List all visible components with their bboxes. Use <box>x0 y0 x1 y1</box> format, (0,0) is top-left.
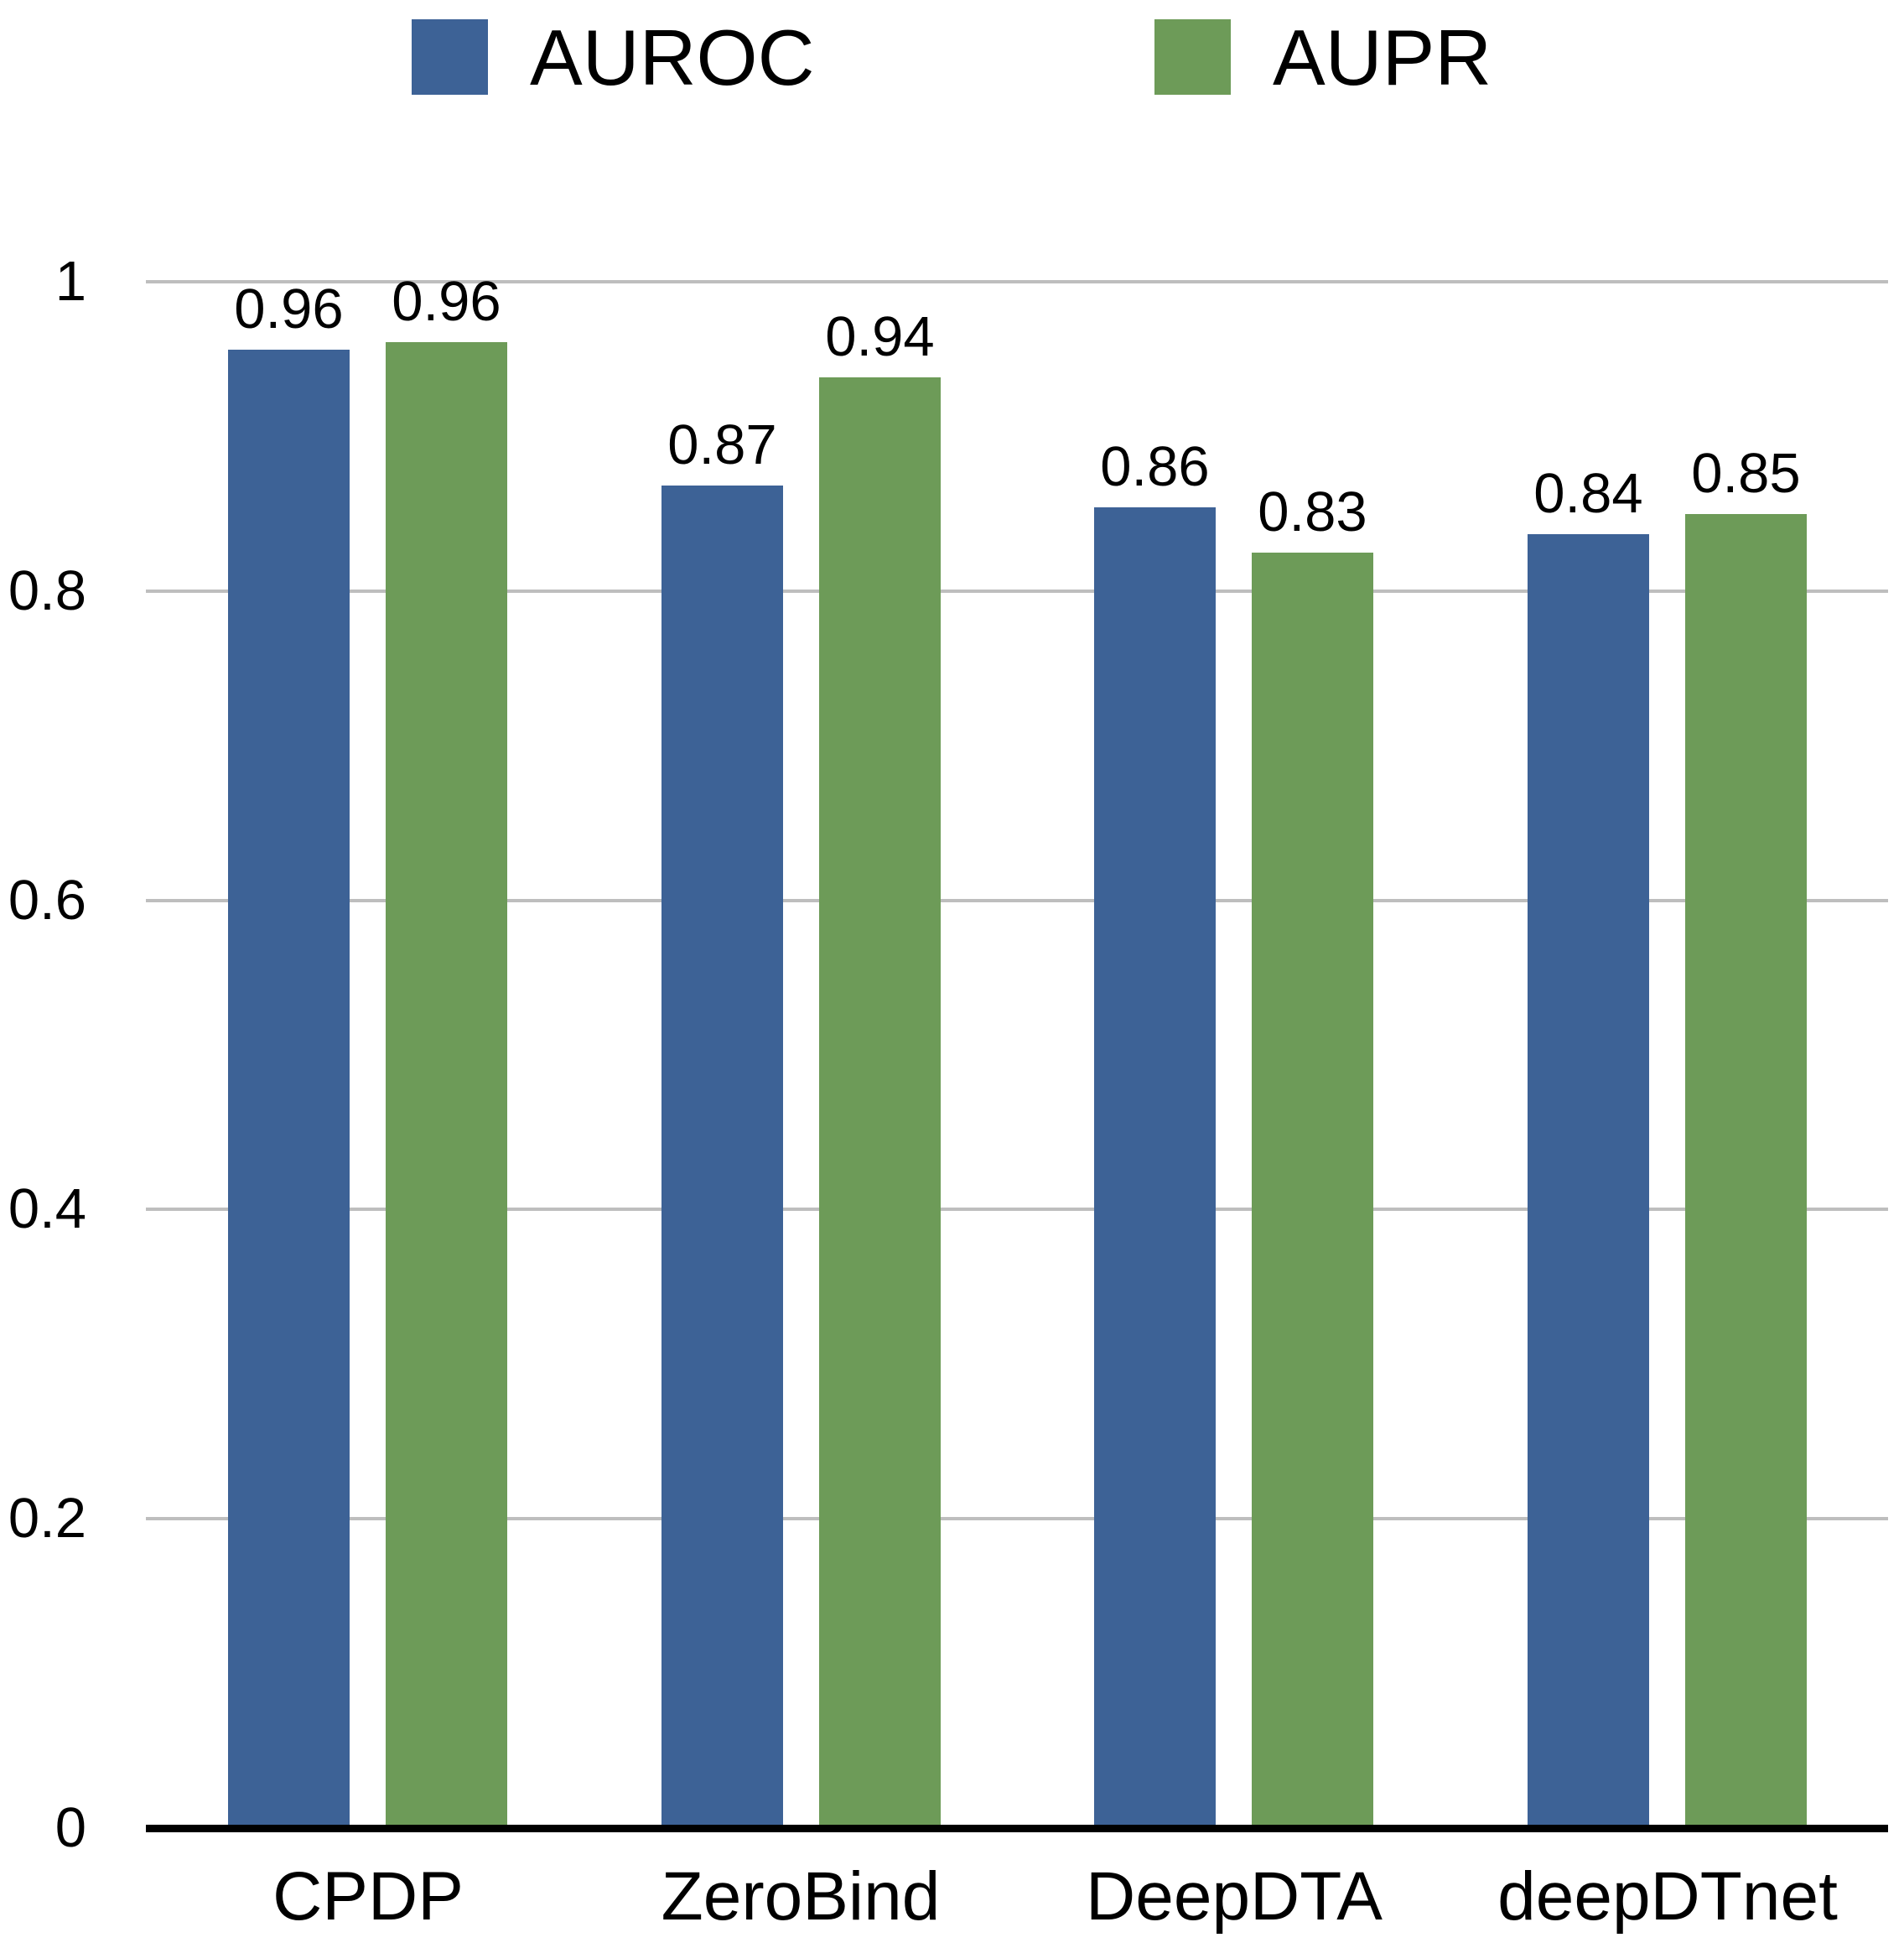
y-tick-label-0: 0 <box>54 1796 86 1859</box>
bar-deepDTnet-AUPR <box>1685 514 1807 1828</box>
x-axis-line <box>146 1825 1888 1832</box>
bar-ZeroBind-AUPR <box>819 377 941 1828</box>
x-category-label-CPDP: CPDP <box>272 1858 464 1935</box>
bar-deepDTnet-AUROC <box>1528 534 1649 1828</box>
value-label-CPDP-AUROC: 0.96 <box>234 278 344 340</box>
gridline-0.8 <box>146 589 1888 593</box>
gridline-0.4 <box>146 1208 1888 1212</box>
y-tick-label-0.6: 0.6 <box>8 868 86 932</box>
value-label-ZeroBind-AUPR: 0.94 <box>825 305 935 368</box>
bar-ZeroBind-AUROC <box>661 486 783 1828</box>
value-label-DeepDTA-AUROC: 0.86 <box>1100 435 1210 498</box>
legend-label-aupr: AUPR <box>1273 13 1492 101</box>
gridline-1 <box>146 280 1888 283</box>
x-category-label-DeepDTA: DeepDTA <box>1086 1858 1383 1935</box>
bar-DeepDTA-AUROC <box>1094 507 1216 1828</box>
legend-swatch-aupr <box>1154 19 1231 95</box>
value-label-CPDP-AUPR: 0.96 <box>392 270 501 333</box>
bar-CPDP-AUPR <box>386 342 507 1828</box>
bar-DeepDTA-AUPR <box>1252 553 1373 1828</box>
legend-swatch-auroc <box>412 19 488 95</box>
gridline-0.6 <box>146 898 1888 902</box>
y-tick-label-0.8: 0.8 <box>8 558 86 622</box>
y-tick-label-0.4: 0.4 <box>8 1177 86 1241</box>
y-tick-label-0.2: 0.2 <box>8 1487 86 1551</box>
value-label-DeepDTA-AUPR: 0.83 <box>1258 481 1367 543</box>
value-label-deepDTnet-AUROC: 0.84 <box>1533 462 1643 525</box>
value-label-ZeroBind-AUROC: 0.87 <box>667 413 777 476</box>
gridline-0.2 <box>146 1517 1888 1521</box>
x-category-label-deepDTnet: deepDTnet <box>1497 1858 1838 1935</box>
legend-label-auroc: AUROC <box>530 13 815 101</box>
value-label-deepDTnet-AUPR: 0.85 <box>1691 442 1801 505</box>
x-category-label-ZeroBind: ZeroBind <box>661 1858 941 1935</box>
y-tick-label-1: 1 <box>54 250 86 313</box>
bar-CPDP-AUROC <box>228 350 350 1828</box>
